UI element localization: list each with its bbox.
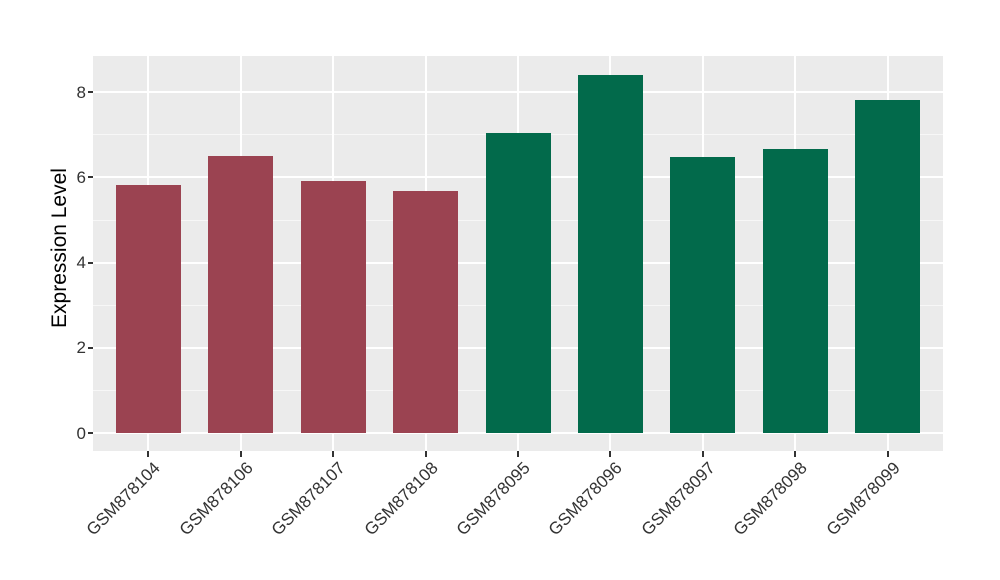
y-tick-mark [88,432,93,434]
gridline-major-h [93,432,943,434]
x-tick-mark [517,451,519,457]
x-tick-mark [239,451,242,457]
x-tick-mark [794,451,797,457]
x-tick-mark [886,451,889,457]
x-tick-mark [332,451,335,457]
plot-panel [93,56,943,451]
x-tick-mark [609,451,612,457]
x-tick-mark [424,451,427,457]
y-tick-label: 0 [76,423,86,443]
y-tick-mark [88,346,93,349]
x-tick-mark [147,451,150,457]
bar-GSM878104 [115,185,181,433]
y-tick-label: 4 [76,253,86,273]
y-tick-label: 8 [76,82,86,102]
bar-GSM878107 [300,180,366,433]
bar-GSM878096 [577,74,643,433]
bar-GSM878108 [393,191,459,433]
bar-GSM878097 [670,157,736,433]
y-tick-mark [88,176,93,179]
y-tick-label: 2 [76,338,86,358]
bar-GSM878099 [855,100,921,433]
y-tick-mark [88,261,93,264]
y-tick-label: 6 [76,167,86,187]
bar-GSM878106 [208,156,274,433]
bar-GSM878095 [485,132,551,433]
bar-GSM878098 [762,149,828,433]
y-axis-title: Expression Level [48,168,71,328]
y-tick-mark [88,91,93,94]
gridline-major-h [93,91,943,94]
x-tick-mark [701,451,704,457]
